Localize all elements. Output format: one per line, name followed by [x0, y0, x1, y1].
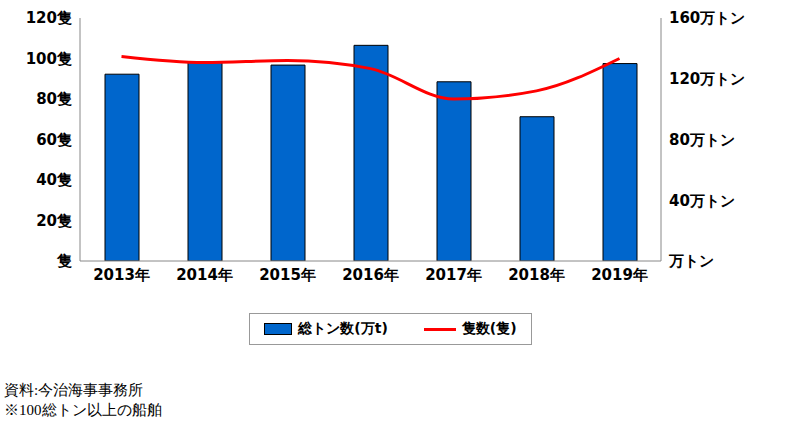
svg-text:2019年: 2019年 [591, 266, 648, 284]
svg-text:2016年: 2016年 [342, 266, 399, 284]
svg-text:隻: 隻 [56, 252, 72, 270]
svg-text:80万トン: 80万トン [669, 131, 735, 149]
svg-text:100隻: 100隻 [26, 50, 72, 68]
svg-text:60隻: 60隻 [36, 131, 72, 149]
svg-text:120万トン: 120万トン [669, 70, 745, 88]
svg-text:120隻: 120隻 [26, 9, 72, 27]
html-text:※100総トン以上の船舶: ※100総トン以上の船舶 [4, 402, 162, 418]
html-text:資料:今治海事事務所: 資料:今治海事事務所 [4, 382, 144, 398]
svg-text:20隻: 20隻 [36, 212, 72, 230]
html-text:総トン数(万t): 総トン数(万t) [298, 320, 388, 336]
svg-text:2015年: 2015年 [259, 266, 316, 284]
svg-text:2013年: 2013年 [93, 266, 150, 284]
svg-text:40隻: 40隻 [36, 171, 72, 189]
svg-text:2018年: 2018年 [508, 266, 565, 284]
html-text:隻数(隻): 隻数(隻) [461, 320, 517, 336]
svg-text:2014年: 2014年 [176, 266, 233, 284]
svg-text:40万トン: 40万トン [669, 192, 735, 210]
svg-text:2017年: 2017年 [425, 266, 482, 284]
svg-text:80隻: 80隻 [36, 90, 72, 108]
svg-text:160万トン: 160万トン [669, 9, 745, 27]
svg-text:万トン: 万トン [668, 252, 714, 270]
